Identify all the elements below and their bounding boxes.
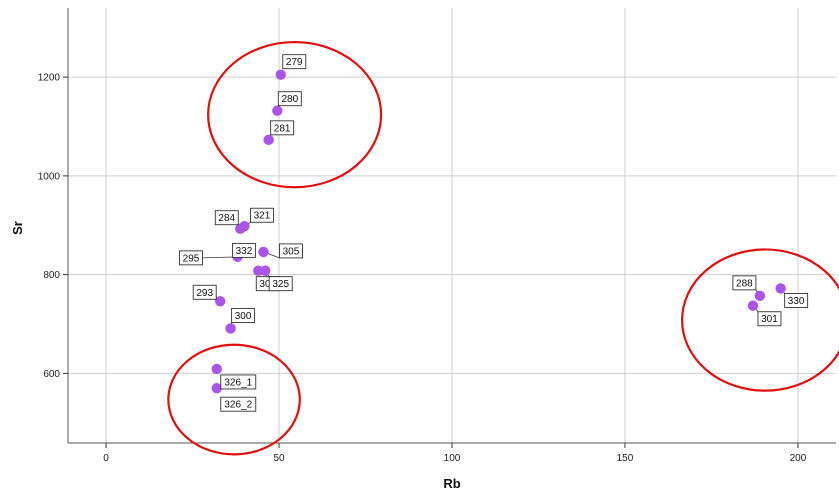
y-tick-label: 1200 [38, 73, 61, 84]
point-label: 305 [283, 246, 300, 257]
data-point [225, 323, 235, 333]
grid [68, 8, 836, 443]
data-point [775, 283, 785, 293]
point-label: 293 [196, 288, 213, 299]
data-point [258, 247, 268, 257]
data-point [276, 69, 286, 79]
data-point [260, 265, 270, 275]
y-axis-title: Sr [10, 221, 25, 235]
data-point [755, 291, 765, 301]
point-label: 326_1 [224, 377, 252, 388]
point-label: 332 [236, 246, 253, 257]
x-tick-label: 0 [103, 453, 109, 464]
point-label: 300 [235, 311, 252, 322]
data-point [263, 135, 273, 145]
x-tick-label: 100 [444, 453, 461, 464]
point-label: 280 [281, 94, 298, 105]
y-tick-label: 800 [43, 270, 60, 281]
highlight-ellipses [168, 42, 839, 454]
y-tick-label: 600 [43, 369, 60, 380]
point-label: 321 [254, 211, 271, 222]
data-point [272, 106, 282, 116]
point-label: 288 [736, 278, 753, 289]
data-point [748, 301, 758, 311]
x-axis-title: Rb [443, 476, 460, 491]
tick-labels: 0 50 100 150 200 600 800 1000 1200 [38, 73, 807, 464]
x-tick-label: 50 [273, 453, 285, 464]
x-tick-label: 200 [790, 453, 807, 464]
point-label: 325 [272, 279, 289, 290]
label-leaders [203, 222, 785, 328]
data-point [212, 364, 222, 374]
point-label: 330 [788, 296, 805, 307]
x-tick-label: 150 [617, 453, 634, 464]
data-points [212, 69, 786, 393]
y-tick-label: 1000 [38, 171, 61, 182]
point-label: 326_2 [224, 400, 252, 411]
point-label: 284 [218, 213, 235, 224]
point-label: 281 [274, 123, 291, 134]
point-label: 295 [183, 253, 200, 264]
point-label: 279 [286, 57, 303, 68]
axes [63, 8, 836, 448]
point-label: 301 [761, 314, 778, 325]
